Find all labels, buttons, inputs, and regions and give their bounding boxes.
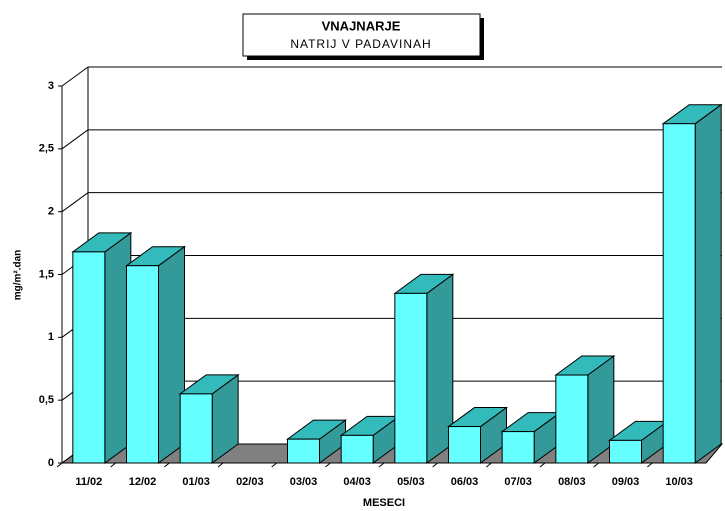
y-tick-label: 3 (48, 80, 54, 92)
x-tick (539, 462, 546, 468)
bar (662, 123, 696, 464)
x-tick (647, 462, 653, 468)
x-tick (164, 462, 170, 468)
y-tick-label: 2,5 (39, 143, 54, 155)
bar (179, 393, 213, 464)
x-tick (378, 462, 385, 468)
x-tick-label: 08/03 (558, 476, 586, 488)
title-shadow (480, 18, 484, 60)
y-tick-label: 0,5 (39, 394, 54, 406)
x-tick-label: 11/02 (75, 476, 102, 488)
x-tick-label: 02/03 (236, 476, 264, 488)
bar (448, 426, 481, 464)
x-tick-label: 03/03 (290, 476, 318, 488)
x-tick-label: 09/03 (612, 476, 640, 488)
chart-title: VNAJNARJE (322, 18, 401, 33)
chart-subtitle: NATRIJ V PADAVINAH (290, 37, 431, 51)
y-tick-label: 1 (48, 331, 54, 343)
x-tick-label: 12/02 (129, 476, 157, 488)
y-tick-label: 1,5 (39, 268, 54, 280)
bar (609, 439, 642, 464)
x-tick-label: 07/03 (504, 476, 532, 488)
x-tick (217, 462, 224, 468)
x-tick (271, 462, 277, 468)
y-axis-title: mg/m².dan (13, 250, 24, 301)
x-tick (110, 462, 116, 468)
x-tick (593, 462, 599, 468)
bar (72, 251, 106, 464)
x-tick (325, 462, 331, 468)
bar-side (694, 103, 722, 464)
grid-line (61, 192, 89, 213)
bar (126, 265, 159, 464)
x-tick (486, 462, 492, 468)
x-tick-label: 06/03 (451, 476, 479, 488)
x-axis-title: MESECI (363, 497, 405, 509)
grid-line (61, 129, 89, 150)
x-tick-label: 01/03 (182, 476, 210, 488)
x-tick-label: 04/03 (343, 476, 371, 488)
bar (394, 292, 428, 464)
bar (287, 438, 320, 464)
x-tick (56, 462, 63, 468)
x-tick-label: 10/03 (665, 476, 693, 488)
bar (501, 431, 535, 464)
bar (340, 434, 374, 464)
grid-line (61, 66, 89, 87)
x-tick-label: 05/03 (397, 476, 425, 488)
y-tick-label: 0 (48, 457, 54, 469)
title-shadow (247, 56, 484, 60)
y-tick-label: 2 (48, 206, 54, 218)
bar (555, 374, 589, 464)
x-tick (432, 462, 438, 468)
title-box (242, 13, 481, 57)
